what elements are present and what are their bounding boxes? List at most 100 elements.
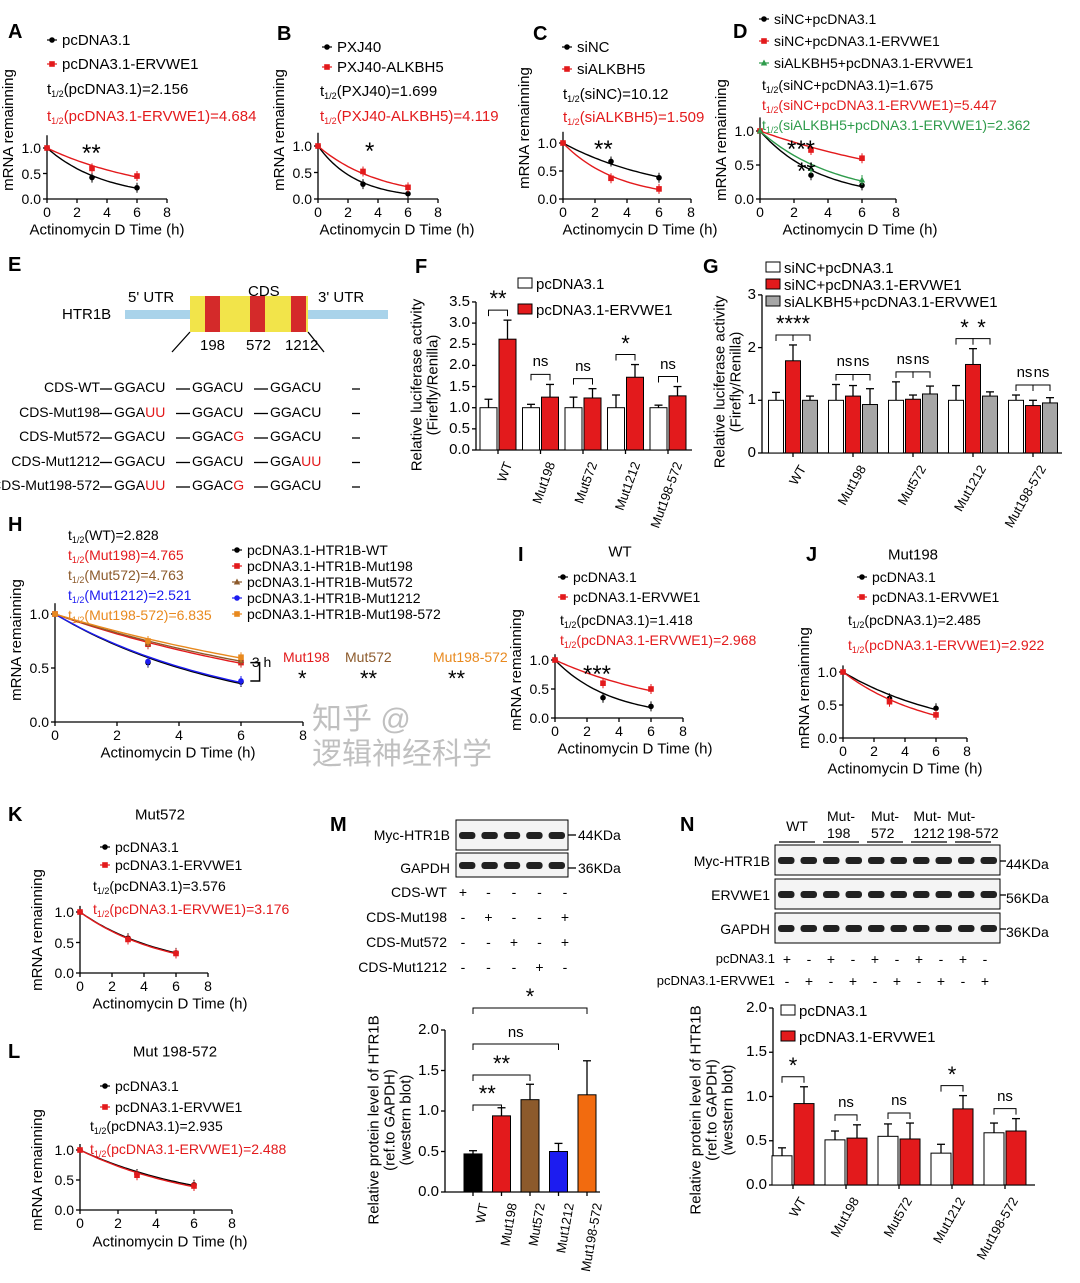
condition-sign: + [484, 909, 493, 925]
blot-band [800, 857, 817, 864]
utr3-label: 3' UTR [318, 289, 365, 306]
motif-plain: GGACU [192, 403, 244, 420]
y-tick-label: 1 [747, 391, 756, 409]
time-point-label: 3 h [251, 654, 272, 671]
significance-bracket [895, 371, 914, 378]
motif: GGACG [192, 429, 244, 443]
half-life-value: (siALKBH5+pcDNA3.1-ERVWE1)=2.362 [778, 117, 1031, 133]
gene-label: HTR1B [62, 306, 112, 323]
legend-label: pcDNA3.1-ERVWE1 [115, 1099, 243, 1115]
significance-mark: ns [836, 353, 853, 371]
motif-plain: GGACU [114, 428, 166, 444]
motif-mutation: UU [145, 403, 166, 420]
y-tick-label: 3 [747, 285, 756, 303]
data-point [552, 657, 558, 663]
blot-band [845, 925, 862, 932]
blot-band [980, 925, 997, 932]
m6a-site-2 [291, 296, 306, 332]
half-life-value: (pcDNA3.1)=2.156 [63, 81, 189, 98]
x-tick-label: 0 [43, 204, 51, 220]
half-life-text: t1/2(PXJ40)=1.699 [320, 84, 437, 101]
y-axis-label: mRNA remainning [8, 579, 26, 701]
blot-band [778, 857, 795, 864]
legend-label: siNC+pcDNA3.1-ERVWE1 [774, 33, 940, 49]
blot-band [980, 891, 997, 898]
site-position-label: 572 [246, 337, 272, 354]
bar [649, 407, 668, 451]
half-life-subscript: 1/2 [96, 909, 110, 919]
half-life-subscript: 1/2 [324, 91, 337, 101]
significance-mark: * [525, 984, 535, 1009]
x-tick-label: 0 [559, 204, 567, 220]
x-tick-label: 2 [344, 204, 352, 220]
bar [828, 399, 844, 454]
blot-band [481, 862, 498, 869]
chart-title: Mut 198-572 [132, 1043, 218, 1061]
blot-band [868, 891, 885, 898]
half-life-subscript: 1/2 [93, 1149, 107, 1159]
motif: GGAUU [114, 405, 165, 419]
half-life-symbol: t [320, 83, 325, 100]
panel-letter: H [8, 514, 23, 536]
legend-marker [234, 547, 240, 553]
blot-band [823, 857, 840, 864]
half-life-symbol: t [68, 547, 72, 563]
y-tick-label: 2.0 [449, 356, 470, 374]
condition-label: pcDNA3.1 [715, 951, 775, 966]
bar [1025, 405, 1041, 454]
x-tick-label: 6 [133, 204, 141, 220]
x-tick-label: 0 [839, 743, 847, 759]
significance-bracket [1015, 384, 1034, 392]
time-point-bracket [250, 661, 261, 682]
half-life-subscript: 1/2 [765, 105, 779, 115]
half-life-symbol: t [47, 81, 52, 98]
half-life-text: t1/2(pcDNA3.1-ERVWE1)=2.488 [90, 1142, 286, 1159]
x-tick-label: 8 [228, 1215, 236, 1231]
bar [845, 395, 861, 454]
legend-swatch [517, 303, 533, 315]
blot-band [845, 891, 862, 898]
half-life-value: (siALKBH5)=1.509 [579, 109, 705, 126]
bar [564, 407, 583, 451]
motif-plain: GGACU [192, 379, 244, 395]
legend-label: PXJ40 [337, 39, 382, 56]
molecular-weight-label: 36KDa [1006, 924, 1049, 940]
y-tick-label: 0.5 [29, 660, 49, 676]
x-tick-label: 2 [108, 978, 116, 994]
blot-band [481, 832, 498, 839]
x-tick-label: 4 [615, 723, 623, 739]
half-life-symbol: t [848, 637, 852, 653]
half-life-text: t1/2(pcDNA3.1-ERVWE1)=2.922 [848, 638, 1044, 655]
bar [463, 1153, 483, 1193]
x-axis-label: Actinomycin D Time (h) [782, 221, 938, 239]
half-life-subscript: 1/2 [324, 116, 337, 126]
condition-sign: - [537, 884, 542, 900]
blot-band [823, 925, 840, 932]
significance-mark: ** [489, 286, 507, 312]
legend-marker [560, 594, 566, 600]
y-tick-label: 0.5 [746, 1131, 767, 1149]
half-life-text: t1/2(pcDNA3.1-ERVWE1)=4.684 [47, 109, 256, 126]
chart-title: WT [608, 543, 632, 561]
panel-letter: G [703, 256, 719, 278]
y-tick-label: 1.0 [54, 904, 74, 920]
legend-label: pcDNA3.1-HTR1B-Mut1212 [247, 590, 421, 606]
molecular-weight-label: 44KDa [578, 827, 621, 843]
half-life-text: t1/2(siNC)=10.12 [563, 87, 668, 104]
y-axis-label: mRNA remainning [29, 869, 47, 991]
y-axis-label: mRNA remainning [516, 67, 534, 189]
half-life-subscript: 1/2 [765, 125, 779, 135]
half-life-value: (pcDNA3.1)=1.418 [576, 612, 693, 628]
bar [793, 1103, 815, 1186]
y-tick-label: 0.0 [29, 714, 49, 730]
legend-marker [760, 59, 768, 66]
molecular-weight-label: 56KDa [1006, 890, 1049, 906]
half-life-value: (Mut572)=4.763 [84, 567, 184, 583]
significance-mark: ** [775, 310, 794, 336]
legend-marker [564, 66, 570, 72]
y-tick-label: 1.0 [746, 1087, 767, 1105]
bar [771, 1155, 793, 1186]
legend-label: siALKBH5 [577, 61, 646, 78]
x-tick-label: 2 [583, 723, 591, 739]
legend-swatch [765, 261, 781, 273]
